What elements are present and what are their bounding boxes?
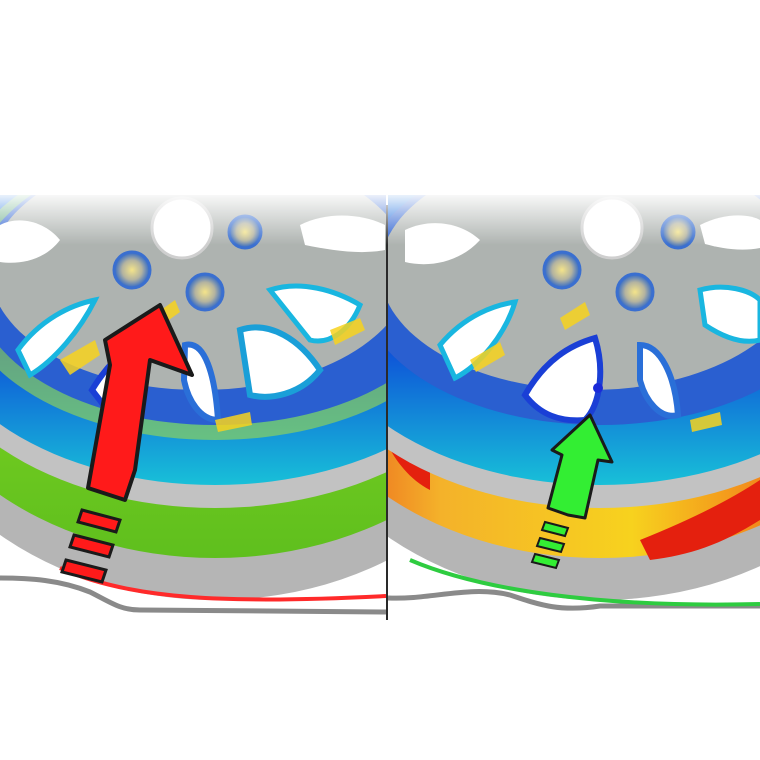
right-contact-line: [409, 558, 760, 607]
right-load-arrow: [530, 413, 614, 570]
right-ground-outline: [388, 589, 760, 611]
right-lug-nut: [615, 272, 655, 312]
top-fade: [0, 190, 760, 245]
right-wheel-panel: [388, 195, 760, 611]
left-wheel-panel: [0, 195, 386, 615]
right-spoke-window: [637, 341, 682, 419]
right-spoke-window: [521, 334, 604, 424]
left-spoke-window: [236, 324, 324, 400]
left-lug-nut: [185, 272, 225, 312]
left-lug-nut: [112, 250, 152, 290]
right-lug-nut: [542, 250, 582, 290]
left-ground-outline: [0, 575, 386, 615]
left-load-arrow: [60, 303, 194, 584]
right-spoke-window: [697, 284, 760, 344]
right-marker-dot: [593, 383, 603, 393]
left-spoke-window: [15, 296, 100, 379]
right-spoke-window: [437, 298, 519, 382]
